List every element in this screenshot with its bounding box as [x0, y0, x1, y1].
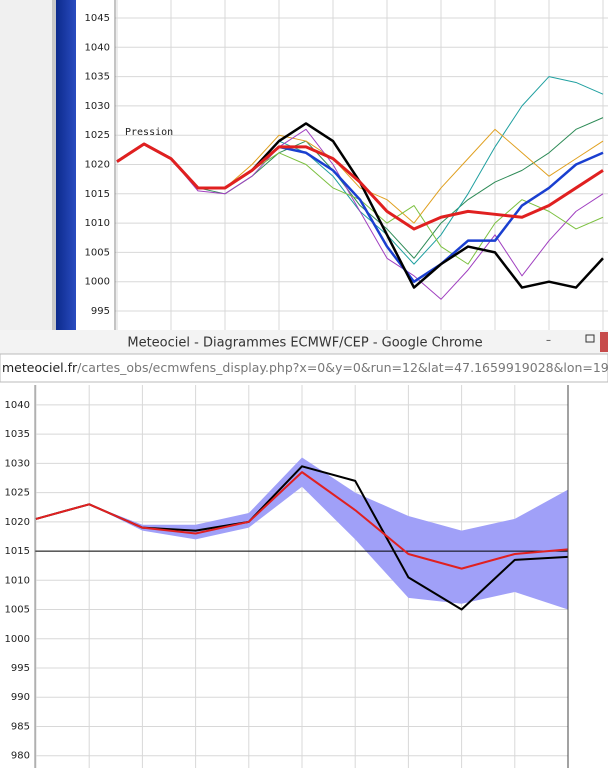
panel-border	[52, 0, 56, 330]
side-panel	[0, 0, 52, 330]
plot-layer	[35, 457, 568, 611]
maximize-button[interactable]	[585, 334, 595, 343]
y-tick-label: 995	[11, 663, 30, 674]
y-tick-label: 990	[11, 692, 30, 703]
url: meteociel.fr/cartes_obs/ecmwfens_display…	[2, 360, 608, 375]
series-line	[35, 471, 568, 570]
y-tick-label: 1000	[5, 634, 30, 645]
minimize-button[interactable]: –	[546, 335, 551, 346]
y-tick-label: 1025	[5, 488, 30, 499]
y-tick-label: 995	[91, 306, 110, 317]
y-tick-label: 1005	[5, 605, 30, 616]
y-tick-label: 1010	[5, 575, 30, 586]
y-tick-label: 1025	[85, 130, 110, 141]
y-tick-label: 1045	[85, 13, 110, 24]
top-chart: 995 1000 1005 1010 1015 1020 1025 1030 1035 1040 1…	[85, 0, 608, 330]
y-tick-label: 1040	[85, 42, 110, 53]
y-tick-label: 1000	[85, 277, 110, 288]
y-tick-label: 1015	[5, 546, 30, 557]
y-tick-label: 1030	[85, 101, 110, 112]
plot-layer	[116, 76, 604, 300]
y-tick-label: 1010	[85, 218, 110, 229]
y-tick-label: 1035	[85, 72, 110, 83]
annotation: Pression	[125, 127, 173, 138]
series-line	[116, 76, 604, 265]
y-tick-label: 1040	[5, 400, 30, 411]
y-tick-label: 985	[11, 721, 30, 732]
y-tick-label: 1030	[5, 458, 30, 469]
y-tick-label: 1035	[5, 429, 30, 440]
series-line	[116, 128, 604, 300]
address-bar[interactable]	[0, 353, 608, 383]
series-line	[116, 142, 604, 231]
close-button[interactable]	[600, 332, 608, 352]
y-tick-label: 1020	[85, 160, 110, 171]
window-title: Meteociel - Diagrammes ECMWF/CEP - Googl…	[127, 336, 482, 351]
title-bar	[0, 330, 608, 354]
bottom-chart: 980 985 990 995 1000 1005 1010 1015 1020 1025 1030…	[5, 385, 569, 768]
window-frame	[56, 0, 76, 330]
url-host: meteociel.fr	[2, 360, 78, 375]
url-path: /cartes_obs/ecmwfens_display.php?x=0&y=0…	[77, 360, 608, 375]
y-tick-label: 1005	[85, 247, 110, 258]
y-tick-label: 1015	[85, 189, 110, 200]
series-line	[116, 128, 604, 224]
series-line	[116, 143, 604, 265]
spread-band	[36, 457, 568, 610]
y-tick-label: 980	[11, 751, 30, 762]
y-tick-label: 1020	[5, 517, 30, 528]
